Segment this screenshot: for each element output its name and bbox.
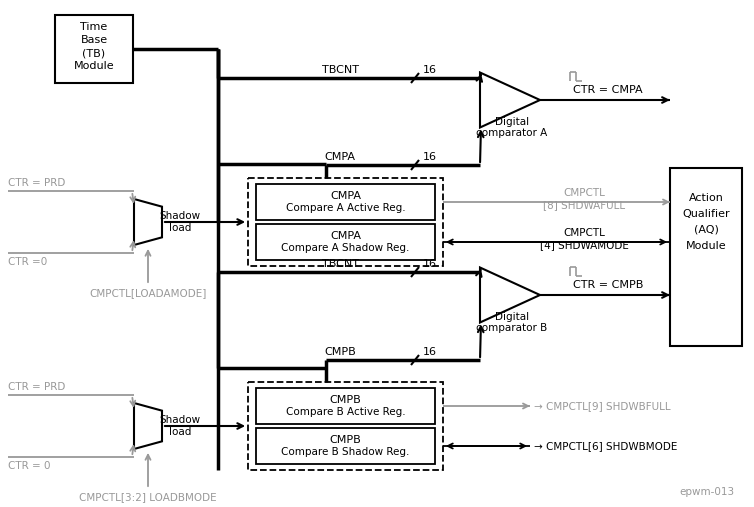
Text: Shadow: Shadow	[159, 211, 201, 221]
Bar	[55, 15, 133, 83]
Text: CMPB: CMPB	[324, 347, 356, 357]
Text: CTR =0: CTR =0	[8, 257, 48, 267]
Text: → CMPCTL[6] SHDWBMODE: → CMPCTL[6] SHDWBMODE	[534, 441, 677, 451]
Text: comparator A: comparator A	[477, 128, 547, 138]
Text: CTR = 0: CTR = 0	[8, 461, 51, 471]
Text: Shadow: Shadow	[159, 415, 201, 425]
Polygon shape	[134, 403, 162, 449]
Text: CMPB: CMPB	[329, 395, 361, 405]
Bar	[256, 388, 435, 424]
Polygon shape	[480, 268, 540, 322]
Text: Time: Time	[81, 22, 108, 32]
Bar	[256, 184, 435, 220]
Text: CMPA: CMPA	[324, 152, 355, 162]
Text: 16: 16	[423, 65, 437, 75]
Text: Module: Module	[74, 61, 115, 71]
Text: Module: Module	[685, 241, 726, 251]
Text: CTR = PRD: CTR = PRD	[8, 178, 66, 188]
Bar	[670, 168, 742, 346]
Text: CMPCTL[LOADAMODE]: CMPCTL[LOADAMODE]	[89, 288, 207, 298]
Text: CMPA: CMPA	[330, 191, 361, 201]
Bar	[256, 224, 435, 260]
Text: CTR = CMPB: CTR = CMPB	[573, 280, 643, 290]
Text: Action: Action	[688, 193, 723, 203]
Text: CMPCTL[3:2] LOADBMODE: CMPCTL[3:2] LOADBMODE	[79, 492, 217, 502]
Text: [8] SHDWAFULL: [8] SHDWAFULL	[543, 200, 625, 210]
Text: CMPB: CMPB	[329, 435, 361, 445]
Text: load: load	[169, 427, 192, 437]
Text: Compare A Active Reg.: Compare A Active Reg.	[286, 203, 406, 213]
Text: (TB): (TB)	[82, 48, 106, 58]
Text: CTR = CMPA: CTR = CMPA	[573, 85, 643, 95]
Polygon shape	[134, 199, 162, 245]
Bar	[248, 382, 443, 470]
Text: [4] SHDWAMODE: [4] SHDWAMODE	[540, 240, 628, 250]
Text: Base: Base	[81, 35, 108, 45]
Text: Digital: Digital	[495, 312, 529, 322]
Text: CTR = PRD: CTR = PRD	[8, 382, 66, 392]
Text: CMPA: CMPA	[330, 231, 361, 241]
Text: comparator B: comparator B	[477, 323, 547, 333]
Text: TBCNT: TBCNT	[321, 259, 358, 269]
Text: CMPCTL: CMPCTL	[563, 228, 605, 238]
Text: CMPCTL: CMPCTL	[563, 188, 605, 198]
Text: Digital: Digital	[495, 117, 529, 127]
Text: load: load	[169, 223, 192, 233]
Text: Compare B Active Reg.: Compare B Active Reg.	[286, 407, 406, 417]
Text: TBCNT: TBCNT	[321, 65, 358, 75]
Text: (AQ): (AQ)	[694, 225, 719, 235]
Text: → CMPCTL[9] SHDWBFULL: → CMPCTL[9] SHDWBFULL	[534, 401, 670, 411]
Bar	[256, 428, 435, 464]
Text: 16: 16	[423, 347, 437, 357]
Text: 16: 16	[423, 259, 437, 269]
Text: Compare B Shadow Reg.: Compare B Shadow Reg.	[281, 447, 409, 457]
Text: epwm-013: epwm-013	[679, 487, 734, 497]
Text: Qualifier: Qualifier	[682, 209, 730, 219]
Polygon shape	[480, 73, 540, 127]
Text: Compare A Shadow Reg.: Compare A Shadow Reg.	[281, 243, 409, 253]
Bar	[248, 178, 443, 266]
Text: 16: 16	[423, 152, 437, 162]
